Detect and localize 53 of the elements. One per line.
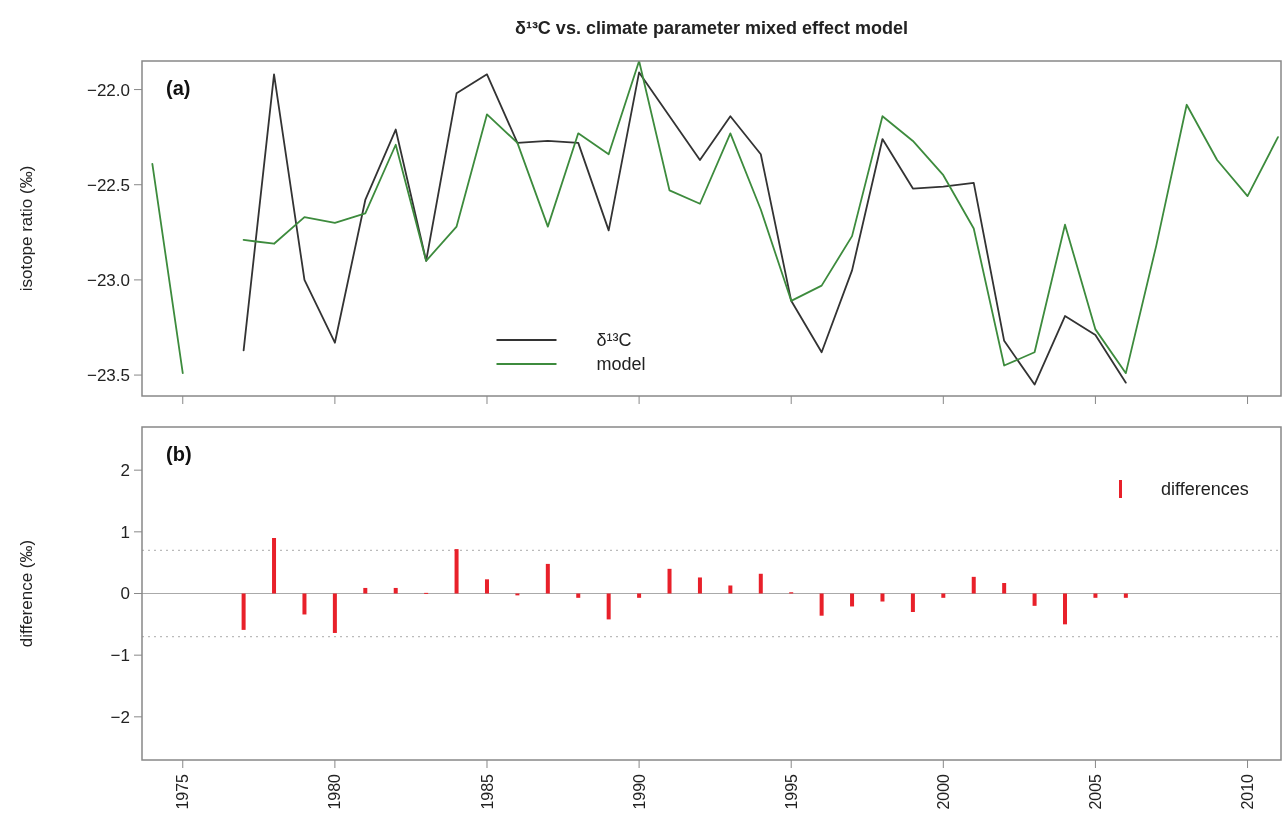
x-tick-label: 2000	[934, 773, 952, 810]
bar	[454, 549, 459, 594]
x-tick-label: 2010	[1239, 773, 1257, 810]
x-tick-label: 1985	[478, 773, 496, 810]
bar	[880, 593, 885, 602]
bar	[1002, 583, 1007, 594]
bar	[971, 576, 976, 594]
bar	[545, 563, 550, 594]
annotation: (b)	[166, 443, 192, 465]
bar	[728, 585, 733, 594]
bar	[697, 577, 702, 594]
annotation: (a)	[166, 77, 191, 99]
bar	[1063, 593, 1067, 625]
bar	[758, 573, 763, 594]
y-tick-label: −1	[110, 646, 130, 666]
bar	[484, 579, 489, 594]
bar	[667, 568, 672, 594]
y-tick-label: −23.0	[86, 270, 130, 290]
bar	[332, 593, 337, 633]
x-tick-label: 1995	[782, 773, 800, 810]
bar	[302, 593, 307, 615]
legend-label: model	[596, 354, 646, 375]
bar	[576, 593, 581, 598]
bar	[1093, 593, 1098, 598]
bar	[1123, 593, 1128, 598]
y-tick-label: −22.0	[86, 80, 130, 100]
y-axis-title: difference (‰)	[17, 539, 36, 648]
bar	[1032, 593, 1037, 606]
bar	[850, 593, 855, 607]
y-tick-label: 0	[120, 584, 130, 604]
chart-title: δ¹³C vs. climate parameter mixed effect model	[514, 18, 909, 38]
y-tick-label: 1	[120, 522, 130, 542]
bar	[637, 593, 642, 598]
x-tick-label: 1975	[174, 773, 192, 810]
line-series	[242, 71, 1127, 386]
bar	[819, 593, 824, 616]
y-tick-label: −23.5	[86, 366, 130, 386]
x-tick-label: 1990	[630, 773, 648, 810]
bar	[941, 593, 946, 598]
y-axis-title: isotope ratio (‰)	[17, 165, 36, 292]
x-tick-label: 2005	[1087, 773, 1105, 810]
bar	[393, 587, 398, 594]
y-tick-label: 2	[120, 461, 130, 481]
y-tick-label: −2	[110, 707, 130, 727]
legend-label: differences	[1161, 479, 1249, 500]
y-tick-label: −22.5	[86, 175, 130, 195]
bar	[363, 587, 368, 594]
bar	[606, 593, 611, 620]
bar	[272, 538, 277, 594]
bar	[241, 593, 246, 630]
bar	[910, 593, 915, 612]
legend-label: δ¹³C	[596, 330, 632, 351]
x-tick-label: 1980	[326, 773, 344, 810]
